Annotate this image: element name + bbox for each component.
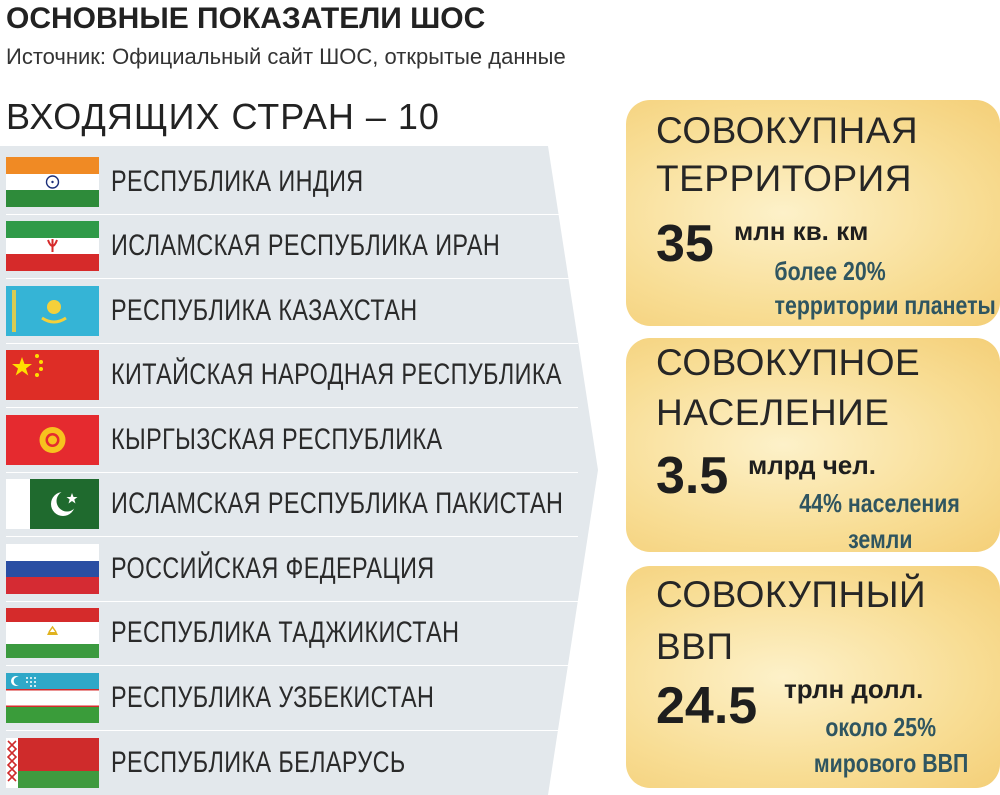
list-item: КЫРГЫЗСКАЯ РЕСПУБЛИКА [6,408,578,473]
stat-label-line1: СОВОКУПНОЕ [656,342,921,383]
stat-value: 24.5 [656,677,758,735]
stat-label-line1: СОВОКУПНЫЙ [656,574,927,615]
belarus-flag-icon [6,737,99,788]
stat-note-line1: около 25% [825,712,936,742]
country-name: РЕСПУБЛИКА КАЗАХСТАН [111,293,418,327]
uzbekistan-flag-icon [6,672,99,723]
stat-unit: млрд чел. [748,450,877,480]
list-item: РЕСПУБЛИКА ТАДЖИКИСТАН [6,602,578,666]
india-flag-icon [6,156,99,207]
population-stat-card: СОВОКУПНОЕ НАСЕЛЕНИЕ 3.5 млрд чел. 44% н… [626,338,1000,554]
country-name: РЕСПУБЛИКА ТАДЖИКИСТАН [111,616,460,650]
country-name: ИСЛАМСКАЯ РЕСПУБЛИКА ИРАН [111,229,501,263]
source-caption: Источник: Официальный сайт ШОС, открытые… [6,44,566,69]
stat-label-line2: ВВП [656,626,734,667]
stat-unit: млн кв. км [734,216,869,246]
members-heading: ВХОДЯЩИХ СТРАН – 10 [6,96,440,137]
country-list: РЕСПУБЛИКА ИНДИЯ ИСЛАМСКАЯ РЕСПУБЛИКА ИР… [6,150,578,795]
stat-unit: трлн долл. [784,674,924,704]
tajikistan-flag-icon [6,608,99,659]
territory-stat-card: СОВОКУПНАЯ ТЕРРИТОРИЯ 35 млн кв. км боле… [626,100,1000,326]
list-item: ИСЛАМСКАЯ РЕСПУБЛИКА ПАКИСТАН [6,473,578,537]
list-item: РОССИЙСКАЯ ФЕДЕРАЦИЯ [6,537,578,602]
list-item: РЕСПУБЛИКА БЕЛАРУСЬ [6,731,578,795]
stat-label-line1: СОВОКУПНАЯ [656,110,919,151]
list-item: КИТАЙСКАЯ НАРОДНАЯ РЕСПУБЛИКА [6,344,578,408]
country-name: РЕСПУБЛИКА ИНДИЯ [111,164,364,198]
page-title: ОСНОВНЫЕ ПОКАЗАТЕЛИ ШОС [6,2,486,35]
stat-value: 3.5 [656,447,729,505]
stat-note-line2: земли [847,524,912,554]
stat-note-line2: территории планеты [774,290,996,320]
stat-value: 35 [656,215,714,273]
gdp-stat-card: СОВОКУПНЫЙ ВВП 24.5 трлн долл. около 25%… [626,566,1000,788]
stat-note-line1: 44% населения [799,488,960,518]
country-name: ИСЛАМСКАЯ РЕСПУБЛИКА ПАКИСТАН [111,487,564,521]
stat-label-line2: НАСЕЛЕНИЕ [656,392,890,433]
list-item: РЕСПУБЛИКА ИНДИЯ [6,150,578,215]
country-name: РЕСПУБЛИКА УЗБЕКИСТАН [111,680,435,714]
kyrgyzstan-flag-icon [6,414,99,465]
pakistan-flag-icon [6,479,99,530]
iran-flag-icon [6,221,99,272]
list-item: РЕСПУБЛИКА КАЗАХСТАН [6,279,578,344]
country-name: КЫРГЫЗСКАЯ РЕСПУБЛИКА [111,422,443,456]
list-item: РЕСПУБЛИКА УЗБЕКИСТАН [6,666,578,731]
country-name: РОССИЙСКАЯ ФЕДЕРАЦИЯ [111,551,435,585]
russia-flag-icon [6,543,99,594]
stat-note-line1: более 20% [774,256,886,286]
stat-label-line2: ТЕРРИТОРИЯ [656,158,912,199]
country-name: КИТАЙСКАЯ НАРОДНАЯ РЕСПУБЛИКА [111,358,562,392]
stat-note-line2: мирового ВВП [813,748,968,778]
list-item: ИСЛАМСКАЯ РЕСПУБЛИКА ИРАН [6,215,578,279]
country-name: РЕСПУБЛИКА БЕЛАРУСЬ [111,745,406,779]
kazakhstan-flag-icon [6,285,99,336]
china-flag-icon [6,350,99,401]
